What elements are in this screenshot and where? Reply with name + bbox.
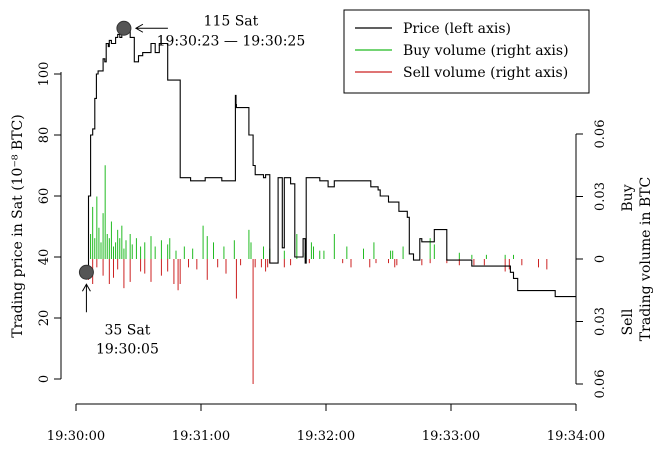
right-y-ticks: 0.06 0.03 0 0.03 0.06 xyxy=(576,120,608,399)
min-price-marker xyxy=(78,264,94,280)
legend: Price (left axis) Buy volume (right axis… xyxy=(343,9,590,94)
left-y-ticks: 0 20 40 60 80 100 xyxy=(37,62,61,383)
max-price-annotation: 115 Sat 19:30:23 — 19:30:25 xyxy=(116,13,306,49)
right-tick-label: 0.03 xyxy=(593,307,608,336)
x-tick-label: 19:31:00 xyxy=(172,429,230,444)
x-tick-label: 19:30:00 xyxy=(47,429,105,444)
right-axis-title: Trading volume in BTC xyxy=(638,177,654,341)
buy-volume-series xyxy=(88,165,514,259)
min-price-time-label: 19:30:05 xyxy=(96,341,159,357)
left-axis-title: Trading price in Sat (10⁻⁸ BTC) xyxy=(10,114,26,337)
right-tick-label: 0.06 xyxy=(593,120,608,149)
right-axis-sell-label: Sell xyxy=(620,308,636,335)
price-series-line xyxy=(82,27,576,298)
min-price-arrow xyxy=(81,283,91,313)
max-price-time-label: 19:30:23 — 19:30:25 xyxy=(157,33,306,49)
max-price-marker xyxy=(116,20,132,36)
legend-sell-label: Sell volume (right axis) xyxy=(403,65,568,81)
right-tick-label: 0.03 xyxy=(593,182,608,211)
left-tick-label: 20 xyxy=(37,310,52,327)
left-tick-label: 40 xyxy=(37,249,52,266)
x-tick-label: 19:34:00 xyxy=(547,429,605,444)
x-ticks: 19:30:00 19:31:00 19:32:00 19:33:00 19:34:00 xyxy=(47,404,605,444)
min-price-annotation: 35 Sat 19:30:05 xyxy=(78,264,159,357)
left-tick-label: 80 xyxy=(37,127,52,144)
left-tick-label: 100 xyxy=(37,62,52,87)
max-price-label: 115 Sat xyxy=(204,13,259,29)
legend-buy-label: Buy volume (right axis) xyxy=(403,43,569,59)
left-tick-label: 0 xyxy=(37,375,52,383)
right-tick-label: 0.06 xyxy=(593,370,608,399)
left-tick-label: 60 xyxy=(37,188,52,205)
x-tick-label: 19:32:00 xyxy=(297,429,355,444)
legend-box xyxy=(343,9,590,94)
right-tick-label: 0 xyxy=(593,255,608,263)
right-axis-buy-label: Buy xyxy=(620,184,636,211)
min-price-label: 35 Sat xyxy=(105,322,151,338)
max-price-arrow xyxy=(134,23,168,33)
sell-volume-series xyxy=(88,259,548,384)
x-tick-label: 19:33:00 xyxy=(422,429,480,444)
legend-price-label: Price (left axis) xyxy=(403,21,511,37)
